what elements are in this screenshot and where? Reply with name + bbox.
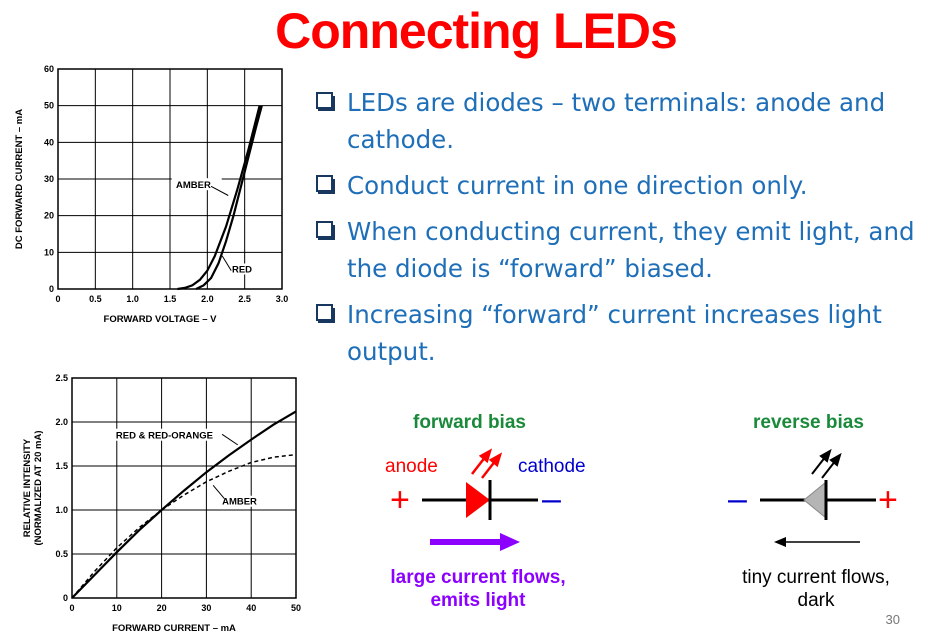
reverse-plus-sign: + xyxy=(878,481,898,519)
x-tick-label: 0.5 xyxy=(89,294,102,304)
annotation-bg xyxy=(230,263,255,275)
y-tick-label: 1.0 xyxy=(55,505,68,515)
slide-title: Connecting LEDs xyxy=(275,3,678,59)
series-line xyxy=(195,105,263,290)
reverse-minus-sign: – xyxy=(728,480,747,518)
x-tick-label: 0 xyxy=(55,294,60,304)
bullet-item: Increasing “forward” current increases l… xyxy=(312,296,948,370)
annotation-bg xyxy=(112,428,219,441)
bullet-item: When conducting current, they emit light… xyxy=(312,213,948,287)
plot-frame xyxy=(71,377,297,599)
series-line xyxy=(71,453,297,599)
annotation-leader xyxy=(210,185,229,196)
cathode-label: cathode xyxy=(518,456,586,477)
bullet-list: LEDs are diodes – two terminals: anode a… xyxy=(312,84,948,379)
reverse-current-arrowhead xyxy=(774,537,786,547)
checkbox-icon xyxy=(316,92,335,111)
annotation-amber: AMBER xyxy=(176,180,211,191)
x-tick-label: 3.0 xyxy=(276,294,289,304)
reverse-led-triangle xyxy=(803,480,827,520)
forward-current-arrowhead xyxy=(500,533,520,551)
series-line xyxy=(71,410,297,599)
checkbox-icon xyxy=(316,304,335,323)
annotation-red: RED xyxy=(232,265,252,276)
page-number: 30 xyxy=(885,612,900,627)
reverse-caption-line-1: tiny current flows, xyxy=(742,567,890,588)
x-tick-label: 20 xyxy=(157,603,167,613)
x-tick-label: 2.5 xyxy=(238,294,251,304)
forward-bias-circuit: + – xyxy=(390,448,561,551)
y-tick-label: 20 xyxy=(44,211,54,221)
anode-label: anode xyxy=(385,456,438,477)
annotation-leader xyxy=(212,485,225,499)
bullet-item: LEDs are diodes – two terminals: anode a… xyxy=(312,84,948,158)
checkbox-icon xyxy=(316,175,335,194)
x-tick-label: 0 xyxy=(69,603,74,613)
emission-arrows-icon xyxy=(471,448,503,479)
reverse-bias-title: reverse bias xyxy=(753,412,864,433)
relative-intensity-chart: 0 10 20 30 40 50 0 0.5 1.0 1.5 2.0 2.5 FORWARD CURRE… xyxy=(22,373,301,634)
x-tick-label: 50 xyxy=(291,603,301,613)
forward-minus-sign: – xyxy=(542,480,561,518)
forward-caption: large current flows, emits light xyxy=(368,566,588,612)
checkbox-icon xyxy=(316,221,335,240)
bullet-item: Conduct current in one direction only. xyxy=(312,167,948,204)
y-tick-label: 50 xyxy=(44,101,54,111)
y-tick-label: 0 xyxy=(63,593,68,603)
y-axis-label: RELATIVE INTENSITY(NORMALIZED AT 20 mA) xyxy=(22,430,44,545)
plot-frame xyxy=(57,68,283,290)
y-tick-label: 40 xyxy=(44,137,54,147)
forward-plus-sign: + xyxy=(390,481,410,519)
annotation-leader xyxy=(221,433,239,446)
y-tick-label: 30 xyxy=(44,174,54,184)
y-tick-label: 0.5 xyxy=(55,549,68,559)
x-tick-label: 40 xyxy=(246,603,256,613)
reverse-bias-circuit: – + xyxy=(728,448,898,547)
forward-caption-line-1: large current flows, xyxy=(390,567,566,588)
y-tick-label: 2.5 xyxy=(55,373,68,383)
forward-voltage-chart: 0 0.5 1.0 1.5 2.0 2.5 3.0 0 10 20 30 40 50 60 FORWARD … xyxy=(14,64,289,325)
y-tick-label: 60 xyxy=(44,64,54,74)
y-tick-label: 2.0 xyxy=(55,417,68,427)
x-tick-label: 1.0 xyxy=(126,294,139,304)
annotation-bg xyxy=(171,178,222,191)
annotation-amber: AMBER xyxy=(222,497,257,508)
series-line xyxy=(177,105,261,291)
y-tick-label: 10 xyxy=(44,247,54,257)
annotation-bg xyxy=(221,495,264,507)
x-tick-label: 10 xyxy=(112,603,122,613)
y-tick-label: 1.5 xyxy=(55,461,68,471)
y-tick-label: 0 xyxy=(49,284,54,294)
forward-bias-title: forward bias xyxy=(413,412,526,433)
forward-led-triangle xyxy=(466,482,490,518)
forward-caption-line-2: emits light xyxy=(430,590,526,611)
x-tick-label: 2.0 xyxy=(201,294,214,304)
x-tick-label: 1.5 xyxy=(164,294,177,304)
x-axis-label: FORWARD CURRENT – mA xyxy=(112,623,236,634)
y-axis-label: DC FORWARD CURRENT – mA xyxy=(14,109,25,249)
reverse-emission-arrows-icon xyxy=(811,448,842,479)
annotation-leader xyxy=(221,255,232,271)
x-tick-label: 30 xyxy=(201,603,211,613)
x-axis-label: FORWARD VOLTAGE – V xyxy=(104,314,218,325)
annotation-red-orange: RED & RED-ORANGE xyxy=(116,431,213,442)
reverse-caption: tiny current flows, dark xyxy=(706,566,926,612)
reverse-caption-line-2: dark xyxy=(797,590,835,611)
